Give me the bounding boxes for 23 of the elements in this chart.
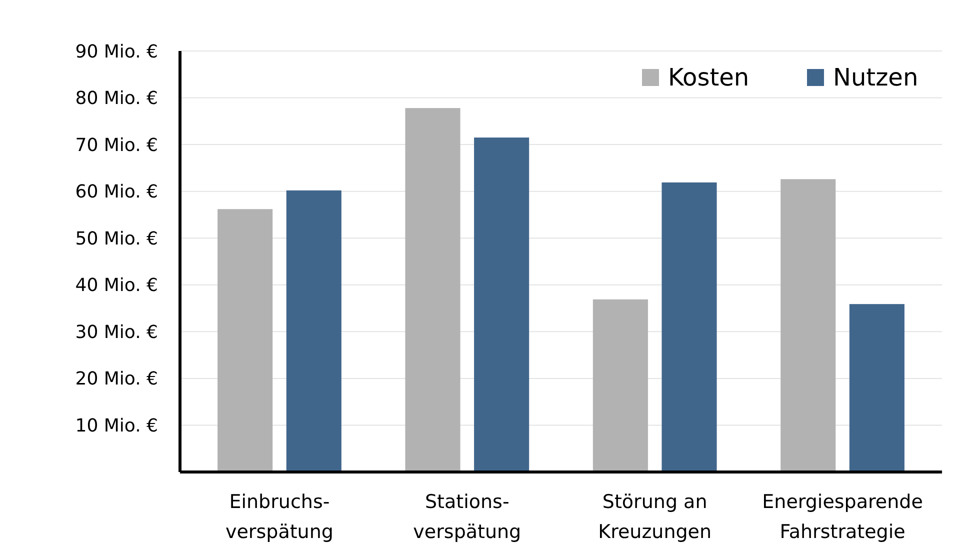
bar — [592, 299, 648, 472]
bar — [218, 209, 273, 472]
x-tick-label: Störung an Kreuzungen — [598, 491, 712, 543]
x-tick-label: Einbruchs- verspätung — [225, 491, 334, 543]
y-tick-label: 30 Mio. € — [75, 322, 158, 343]
y-tick-label: 50 Mio. € — [75, 228, 158, 250]
y-tick-label: 10 Mio. € — [75, 416, 158, 437]
bar — [662, 182, 717, 472]
bar — [780, 179, 836, 472]
bar — [474, 138, 530, 472]
x-tick-label: Stations- verspätung — [413, 491, 522, 543]
legend-label: Nutzen — [833, 63, 918, 92]
y-tick-label: 60 Mio. € — [75, 182, 158, 203]
bar — [849, 304, 904, 472]
bar — [405, 108, 460, 472]
x-tick-label: Energiesparende Fahrstrategie — [762, 491, 923, 543]
legend-label: Kosten — [668, 63, 750, 92]
y-tick-label: 90 Mio. € — [75, 41, 158, 62]
y-tick-label: 20 Mio. € — [75, 368, 158, 390]
y-tick-label: 80 Mio. € — [75, 88, 158, 110]
y-tick-label: 70 Mio. € — [75, 134, 158, 156]
y-tick-label: 40 Mio. € — [75, 275, 158, 296]
bar — [286, 190, 342, 472]
